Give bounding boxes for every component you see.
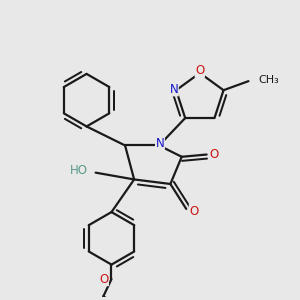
Text: O: O bbox=[189, 205, 199, 218]
Text: N: N bbox=[156, 137, 164, 150]
Text: N: N bbox=[169, 83, 178, 96]
Text: HO: HO bbox=[70, 164, 88, 177]
Text: O: O bbox=[99, 273, 108, 286]
Text: O: O bbox=[195, 64, 205, 77]
Text: O: O bbox=[210, 148, 219, 161]
Text: CH₃: CH₃ bbox=[258, 75, 279, 85]
